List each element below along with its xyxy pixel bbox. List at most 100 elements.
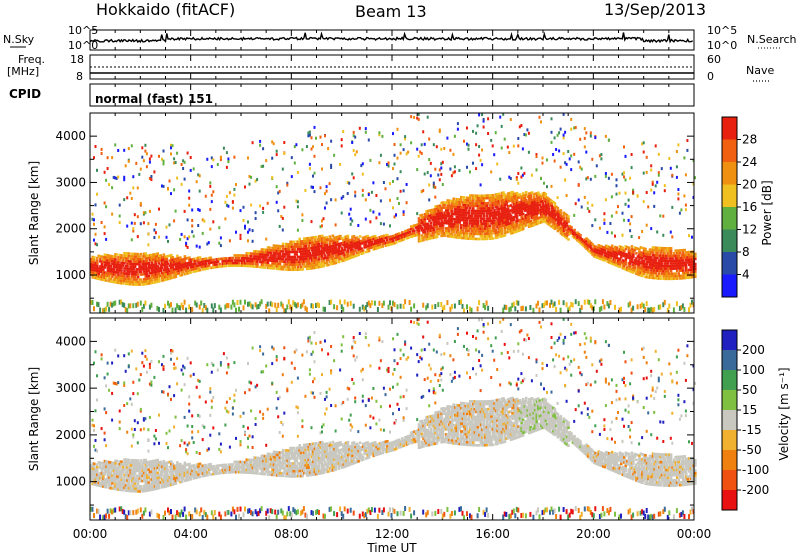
power-cell [104, 202, 106, 205]
power-cell [372, 211, 374, 214]
power-cell [158, 272, 161, 275]
power-cell [594, 218, 596, 221]
power-cell [483, 126, 485, 129]
power-cell [311, 239, 314, 242]
power-cell [546, 300, 548, 305]
power-cell [449, 149, 451, 152]
power-cell [570, 154, 572, 157]
power-cell [215, 263, 218, 266]
power-cell [335, 259, 338, 262]
power-cell [403, 148, 405, 151]
power-cell [667, 270, 670, 273]
power-cell [555, 307, 557, 312]
power-cell [380, 154, 382, 157]
power-cell [490, 139, 492, 142]
power-cell [191, 307, 193, 312]
power-cell [487, 132, 489, 135]
power-cell [288, 248, 291, 251]
power-cell [295, 143, 297, 146]
power-cell [184, 235, 186, 238]
power-cell [120, 269, 123, 272]
power-cell [344, 300, 346, 305]
power-cell [442, 224, 445, 227]
power-cell [525, 134, 527, 137]
power-cell [591, 224, 593, 227]
power-cell [449, 168, 451, 171]
power-cell [375, 194, 377, 197]
power-cell [499, 178, 501, 181]
power-cell [249, 183, 251, 186]
power-cell [685, 208, 687, 211]
power-cell [304, 245, 307, 248]
power-cell [262, 165, 264, 168]
power-cell [567, 220, 570, 223]
power-cell [126, 196, 128, 199]
power-cell [466, 219, 469, 222]
power-cell [483, 212, 486, 215]
power-cell [440, 167, 442, 170]
power-cell [383, 301, 385, 306]
power-cell [490, 170, 492, 173]
power-cell [144, 144, 146, 147]
power-cell [268, 246, 271, 249]
power-cell [522, 306, 524, 311]
power-cell [218, 226, 220, 229]
power-cell [303, 299, 305, 304]
power-colorbar-tick-label: 20 [742, 178, 757, 192]
power-cell [146, 272, 149, 275]
power-cell [104, 266, 107, 269]
velocity-cell [96, 450, 98, 453]
power-cell [153, 236, 155, 239]
power-cell [652, 274, 655, 277]
power-cell [350, 223, 352, 226]
power-colorbar-swatch [722, 162, 737, 185]
power-cell [584, 196, 586, 199]
power-cell [628, 199, 630, 202]
power-cell [211, 200, 213, 203]
power-cell [381, 135, 383, 138]
power-cell [326, 185, 328, 188]
power-cell [424, 173, 426, 176]
power-cell [427, 171, 429, 174]
power-cell [265, 256, 268, 259]
power-cell [397, 304, 399, 309]
power-cell [448, 202, 451, 205]
power-cell [209, 257, 212, 260]
power-cell [190, 156, 192, 159]
power-cell [490, 209, 493, 212]
power-cell [144, 265, 147, 268]
power-cell [365, 131, 367, 134]
power-cell [525, 306, 527, 311]
power-cell [616, 184, 618, 187]
power-cell [312, 145, 314, 148]
power-cell [686, 139, 688, 142]
power-cell [616, 178, 618, 181]
power-cell [428, 198, 430, 201]
power-cell [623, 171, 625, 174]
power-cell [117, 271, 120, 274]
power-cell [676, 165, 678, 168]
power-cell [614, 305, 616, 310]
power-cell [428, 138, 430, 141]
power-cell [193, 167, 195, 170]
power-cell [104, 171, 106, 174]
power-cell [625, 155, 627, 158]
power-cell [457, 226, 460, 229]
velocity-cell [104, 376, 106, 379]
power-cell [501, 227, 504, 230]
power-cell [134, 213, 136, 216]
power-cell [554, 202, 557, 205]
power-cell [676, 176, 678, 179]
power-cell [563, 134, 565, 137]
power-cell [232, 201, 234, 204]
power-cell [590, 131, 592, 134]
velocity-cell [95, 439, 97, 442]
power-cell [209, 185, 211, 188]
power-cell [629, 265, 632, 268]
power-cell [677, 193, 679, 196]
power-cell [539, 307, 541, 312]
power-cell [191, 224, 193, 227]
power-cell [326, 236, 329, 239]
power-cell [119, 221, 121, 224]
